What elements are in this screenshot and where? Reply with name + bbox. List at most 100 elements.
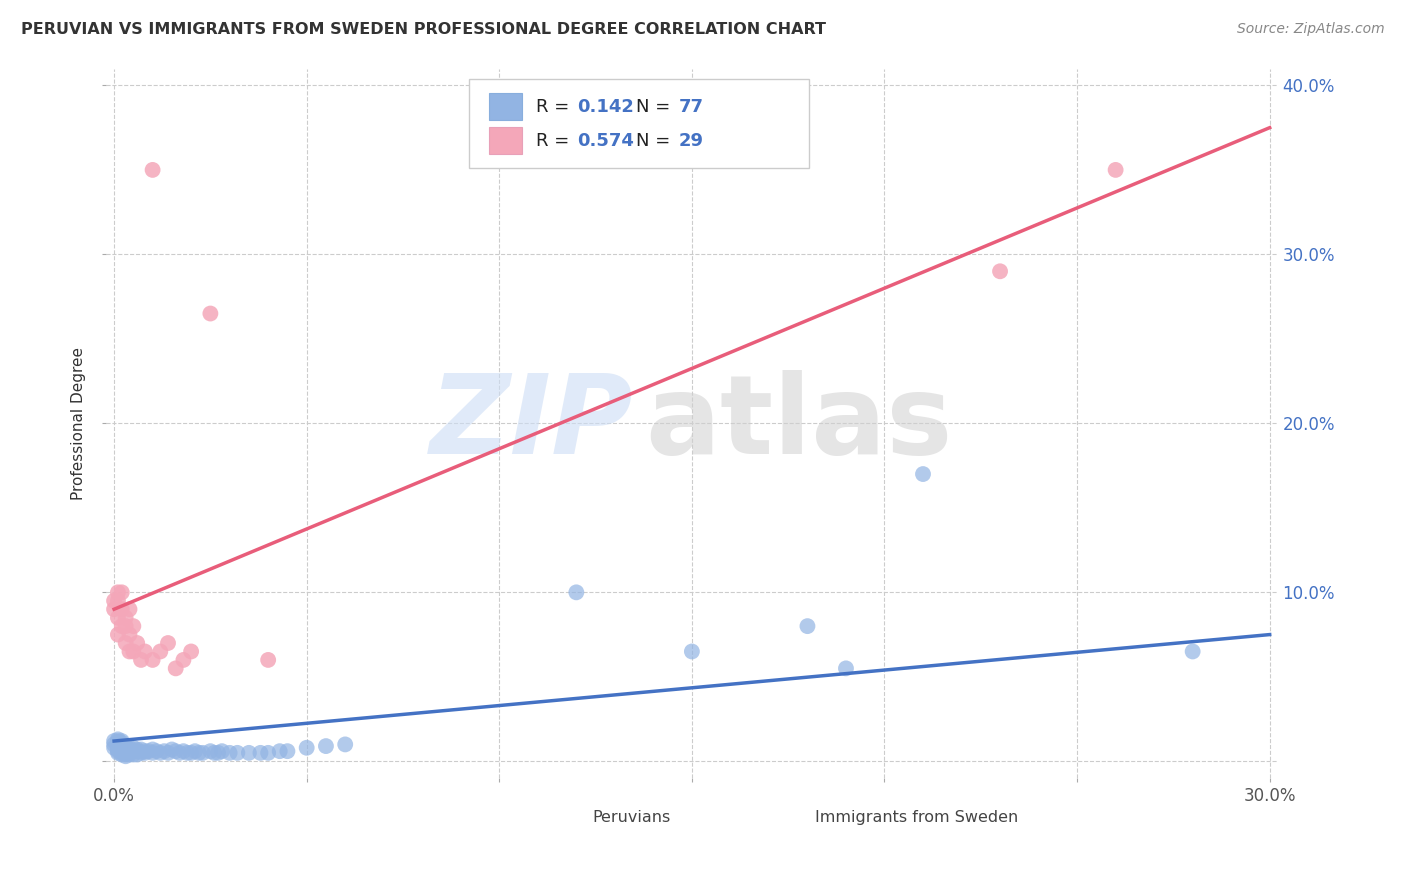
Point [114,746,136,760]
Point [103,740,125,755]
Point [191,746,214,760]
Point [122,747,145,762]
Point [118,644,141,658]
Point [107,739,129,753]
Point [295,740,318,755]
Point [103,738,125,752]
Point [172,653,194,667]
Point [184,744,207,758]
Point [118,740,141,755]
Text: R =: R = [536,132,575,150]
Point [142,742,165,756]
Point [103,734,125,748]
Y-axis label: Professional Degree: Professional Degree [72,347,86,500]
Point [122,744,145,758]
Point [107,736,129,750]
Point [269,744,291,758]
Point [165,661,187,675]
Text: PERUVIAN VS IMMIGRANTS FROM SWEDEN PROFESSIONAL DEGREE CORRELATION CHART: PERUVIAN VS IMMIGRANTS FROM SWEDEN PROFE… [21,22,827,37]
Point [107,746,129,760]
Point [134,744,156,758]
Point [180,644,202,658]
Point [114,744,136,758]
FancyBboxPatch shape [470,79,808,168]
Point [187,746,209,760]
Point [160,742,183,756]
Point [565,585,588,599]
Text: 77: 77 [679,98,704,116]
Point [118,627,141,641]
Text: N =: N = [636,132,676,150]
Text: Immigrants from Sweden: Immigrants from Sweden [815,810,1018,825]
Point [114,749,136,764]
Point [172,744,194,758]
Point [1104,162,1126,177]
Point [111,746,134,760]
Text: Source: ZipAtlas.com: Source: ZipAtlas.com [1237,22,1385,37]
Point [103,602,125,616]
Point [138,744,160,758]
Point [200,306,222,320]
Point [988,264,1011,278]
Point [107,732,129,747]
Point [911,467,934,481]
Point [249,746,271,760]
Point [796,619,818,633]
FancyBboxPatch shape [546,808,578,831]
Point [257,653,280,667]
Text: 0.142: 0.142 [576,98,634,116]
Point [681,644,703,658]
Point [211,744,233,758]
Point [276,744,298,758]
Point [127,636,149,650]
Point [207,746,229,760]
Point [118,602,141,616]
Point [149,746,172,760]
Point [1181,644,1204,658]
Point [315,739,337,753]
Point [165,744,187,758]
Point [111,736,134,750]
Point [122,644,145,658]
Point [114,747,136,762]
Point [226,746,249,760]
Point [129,742,152,756]
Text: atlas: atlas [645,370,952,477]
Text: Peruvians: Peruvians [592,810,671,825]
Point [114,636,136,650]
Point [111,602,134,616]
Point [129,746,152,760]
Point [134,746,156,760]
Point [107,610,129,624]
FancyBboxPatch shape [768,808,801,831]
Point [149,644,172,658]
Text: 0.574: 0.574 [576,132,634,150]
FancyBboxPatch shape [489,128,522,154]
Point [111,585,134,599]
Point [202,746,225,760]
Point [169,746,191,760]
FancyBboxPatch shape [489,94,522,120]
Point [114,739,136,753]
Point [107,740,129,755]
Point [142,162,165,177]
Point [176,746,198,760]
Point [257,746,280,760]
Point [107,585,129,599]
Point [111,619,134,633]
Point [118,746,141,760]
Point [111,739,134,753]
Point [156,746,179,760]
Point [335,738,357,752]
Point [122,740,145,755]
Point [180,746,202,760]
Point [111,740,134,755]
Point [238,746,260,760]
Point [129,653,152,667]
Point [111,734,134,748]
Point [107,594,129,608]
Text: N =: N = [636,98,676,116]
Point [835,661,858,675]
Point [142,746,165,760]
Point [114,619,136,633]
